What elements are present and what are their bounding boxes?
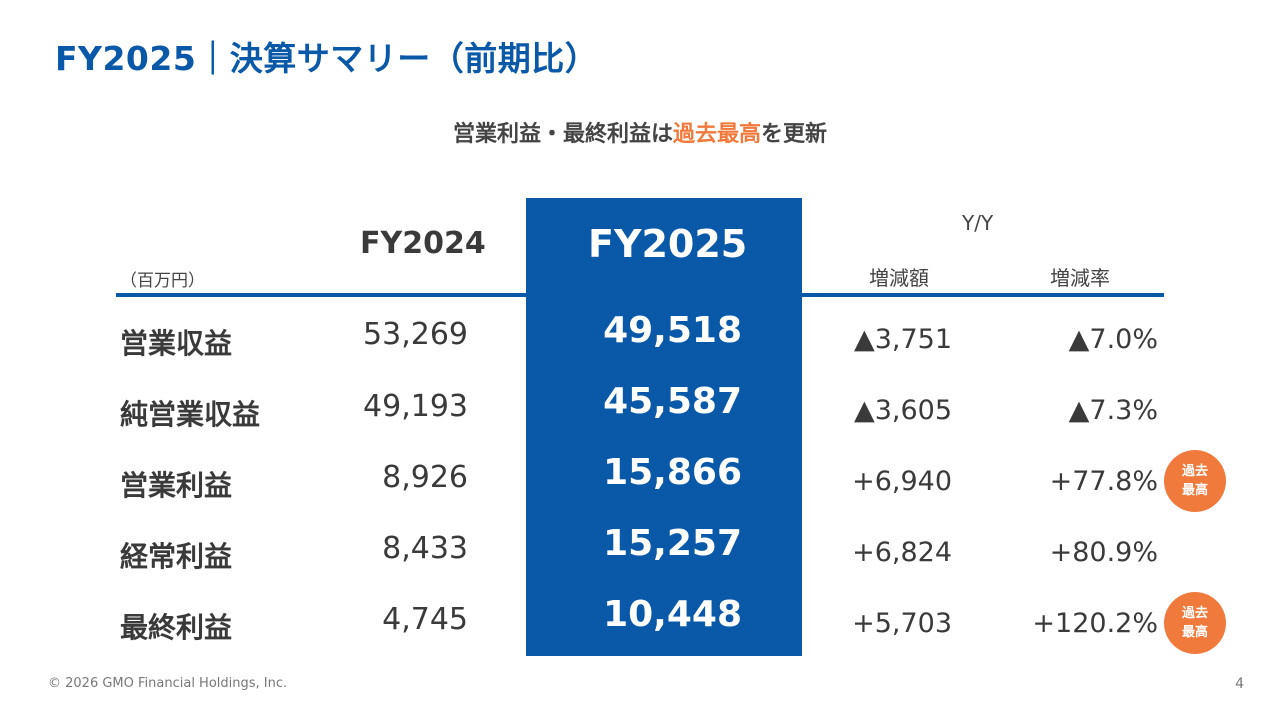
row-label-operating-revenue: 営業収益 [120,327,233,360]
yy-diff-value: +5,703 [852,608,952,639]
summary-headline: 営業利益・最終利益は過去最高を更新 [0,116,1280,148]
row-label-ordinary-profit: 経常利益 [120,540,233,573]
column-header-diff: 増減額 [869,266,929,290]
fy2025-value: 45,587 [603,381,742,422]
fy2024-value: 8,433 [382,531,468,566]
fy2025-value: 15,866 [603,452,742,493]
record-high-badge: 過去 最高 [1164,592,1226,654]
fy2025-highlight-column [526,198,802,656]
yy-diff-value: +6,824 [852,537,952,568]
badge-line-1: 過去 [1181,464,1208,479]
header-rule-left [116,293,526,297]
fy2025-value: 10,448 [603,594,742,635]
row-label-net-profit: 最終利益 [120,611,233,644]
fy2024-value: 8,926 [382,460,468,495]
row-label-net-operating-revenue: 純営業収益 [120,398,261,431]
badge-line-1: 過去 [1181,606,1208,621]
header-rule-right [802,293,1164,297]
yy-rate-value: +80.9% [1049,537,1158,568]
row-label-operating-profit: 営業利益 [120,469,233,502]
copyright-footer: © 2026 GMO Financial Holdings, Inc. [48,676,288,691]
fy2025-value: 49,518 [603,310,742,351]
yy-diff-value: +6,940 [852,466,952,497]
yy-rate-value: ▲7.3% [1068,395,1158,426]
fy2024-value: 53,269 [363,317,468,352]
badge-line-2: 最高 [1181,625,1208,640]
fy2024-value: 4,745 [382,602,468,637]
column-header-fy2024: FY2024 [360,226,486,261]
page-title: FY2025｜決算サマリー（前期比） [55,39,599,78]
page-number: 4 [1235,676,1244,692]
record-high-badge: 過去 最高 [1164,450,1226,512]
yy-rate-value: +77.8% [1049,466,1158,497]
headline-prefix: 営業利益・最終利益は [452,122,673,147]
badge-line-2: 最高 [1181,483,1208,498]
headline-suffix: を更新 [761,122,828,147]
column-header-rate: 増減率 [1050,266,1110,290]
unit-label: （百万円） [120,271,205,291]
fy2025-value: 15,257 [603,523,742,564]
yy-rate-value: +120.2% [1032,608,1158,639]
yy-diff-value: ▲3,605 [853,395,952,426]
yy-label: Y/Y [962,211,994,235]
fy2024-value: 49,193 [363,389,468,424]
yy-rate-value: ▲7.0% [1068,324,1158,355]
headline-highlight: 過去最高 [672,122,761,147]
yy-diff-value: ▲3,751 [853,324,952,355]
column-header-fy2025: FY2025 [588,222,748,266]
